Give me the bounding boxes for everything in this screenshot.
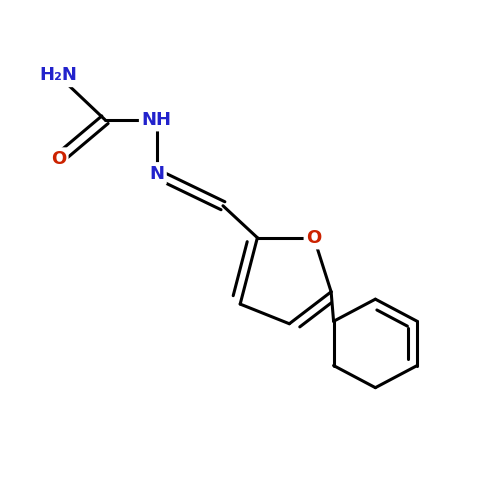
Text: H₂N: H₂N	[40, 66, 77, 84]
Text: NH: NH	[142, 110, 172, 128]
Text: O: O	[50, 150, 66, 168]
Text: O: O	[306, 228, 322, 246]
Text: N: N	[149, 165, 164, 183]
